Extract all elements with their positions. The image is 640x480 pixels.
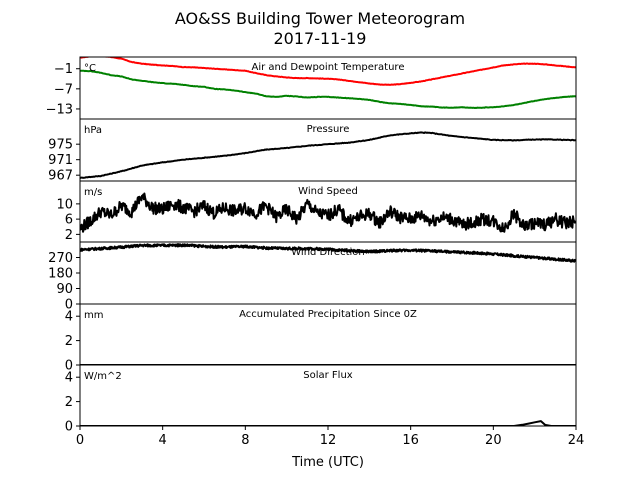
dir-ytick-label-0: 270 bbox=[48, 251, 73, 266]
wind-panel-title: Wind Speed bbox=[298, 186, 358, 197]
panel-solar: 4 2 0 W/m^2 Solar Flux bbox=[65, 364, 577, 435]
wind-unit-label: m/s bbox=[84, 187, 102, 198]
temp-unit-label: °C bbox=[84, 63, 96, 74]
temp-series-1 bbox=[80, 69, 576, 109]
solar-series-0 bbox=[80, 420, 576, 426]
solar-ytick-label-0: 4 bbox=[65, 371, 73, 386]
solar-unit-label: W/m^2 bbox=[84, 371, 122, 382]
prec-unit-label: mm bbox=[84, 310, 103, 321]
x-axis-label: Time (UTC) bbox=[291, 455, 364, 470]
temp-ytick-label-0: −1 bbox=[54, 62, 73, 77]
dir-ytick-label-3: 0 bbox=[65, 298, 73, 313]
wind-series-0 bbox=[80, 192, 576, 233]
prec-panel-title: Accumulated Precipitation Since 0Z bbox=[239, 309, 417, 320]
wind-ytick-label-1: 6 bbox=[65, 213, 73, 228]
prec-ytick-label-0: 4 bbox=[65, 310, 73, 325]
temp-ytick-label-1: −7 bbox=[54, 82, 73, 97]
pres-unit-label: hPa bbox=[84, 125, 102, 136]
wind-ytick-label-0: 10 bbox=[56, 197, 73, 212]
x-tick-label-2: 8 bbox=[241, 433, 249, 448]
x-tick-label-4: 16 bbox=[402, 433, 419, 448]
pres-ytick-label-2: 967 bbox=[48, 169, 73, 184]
pres-ytick-label-0: 975 bbox=[48, 138, 73, 153]
x-tick-label-3: 12 bbox=[320, 433, 337, 448]
x-axis: 0 4 8 12 16 20 24 bbox=[76, 426, 584, 448]
wind-ytick-label-2: 2 bbox=[65, 228, 73, 243]
x-tick-label-6: 24 bbox=[568, 433, 585, 448]
pres-ytick-label-1: 971 bbox=[48, 153, 73, 168]
panels-group: −1 −7 −13 °C Air and Dewpoint Temperature 975… bbox=[46, 56, 577, 435]
dir-ytick-label-1: 180 bbox=[48, 267, 73, 282]
solar-panel-title: Solar Flux bbox=[303, 370, 353, 381]
x-tick-label-5: 20 bbox=[485, 433, 502, 448]
figure-title: AO&SS Building Tower Meteorogram bbox=[175, 9, 465, 28]
x-tick-label-0: 0 bbox=[76, 433, 84, 448]
temp-ytick-label-2: −13 bbox=[46, 102, 73, 117]
panel-prec: 4 2 0 mm Accumulated Precipitation Since 0Z bbox=[65, 303, 577, 374]
temp-series-0 bbox=[80, 57, 576, 86]
temp-panel-title: Air and Dewpoint Temperature bbox=[252, 62, 405, 73]
solar-ytick-label-1: 2 bbox=[65, 395, 73, 410]
prec-ytick-label-2: 0 bbox=[65, 359, 73, 374]
solar-ytick-label-2: 0 bbox=[65, 420, 73, 435]
pres-series-0 bbox=[80, 131, 576, 179]
pres-panel-title: Pressure bbox=[307, 124, 350, 135]
dir-panel-title: Wind Direction bbox=[291, 247, 365, 258]
dir-series-0 bbox=[80, 243, 576, 263]
x-tick-label-1: 4 bbox=[159, 433, 167, 448]
prec-ytick-label-1: 2 bbox=[65, 334, 73, 349]
panel-temp: −1 −7 −13 °C Air and Dewpoint Temperature bbox=[46, 56, 577, 120]
figure-date: 2017-11-19 bbox=[274, 29, 367, 48]
dir-ytick-label-2: 90 bbox=[56, 282, 73, 297]
